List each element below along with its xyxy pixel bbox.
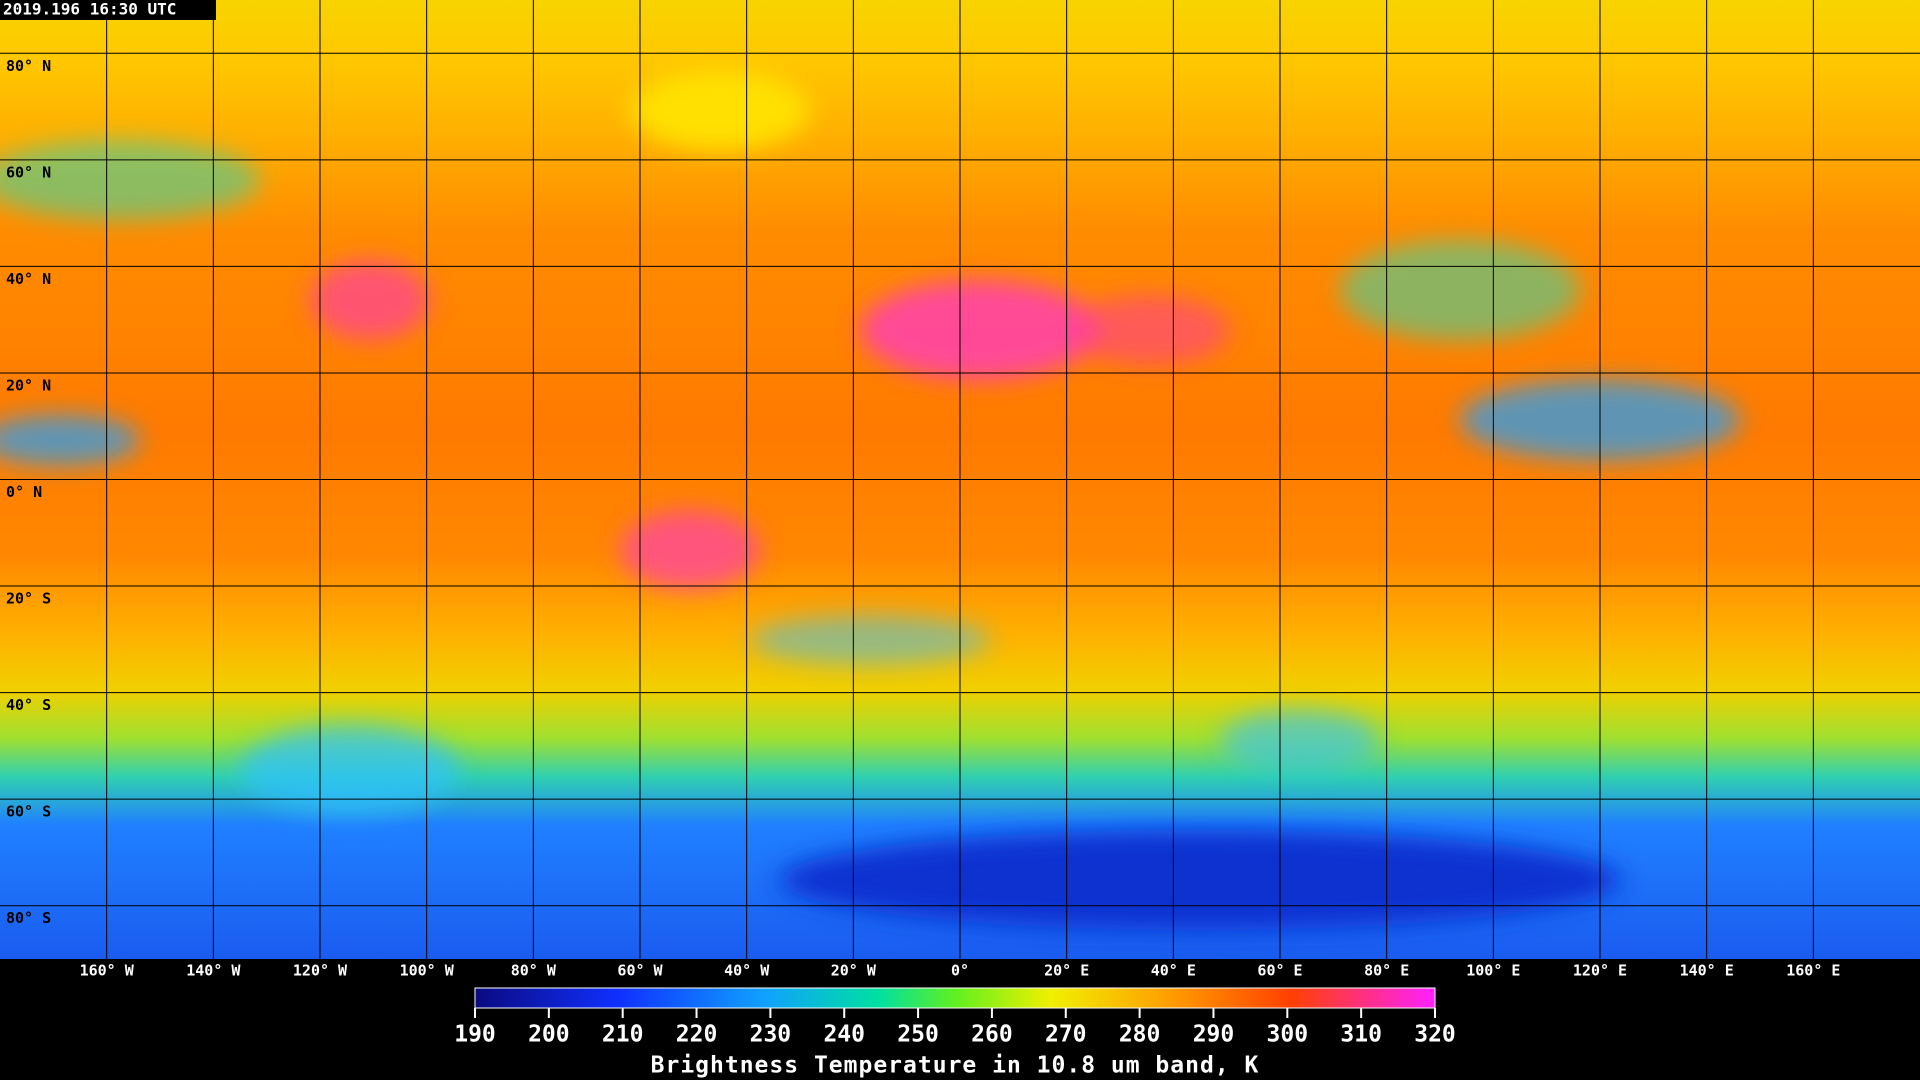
longitude-label: 0°	[951, 962, 969, 980]
colorbar-tick-label: 220	[676, 1022, 718, 1048]
longitude-label: 60° E	[1257, 962, 1302, 980]
longitude-label: 160° W	[80, 962, 135, 980]
longitude-label: 120° E	[1573, 962, 1627, 980]
colorbar-tick-label: 210	[602, 1022, 644, 1048]
colorbar-tick-label: 300	[1267, 1022, 1309, 1048]
colorbar-tick-label: 240	[823, 1022, 865, 1048]
colorbar-title: Brightness Temperature in 10.8 um band, …	[651, 1053, 1260, 1079]
colorbar-tick-label: 190	[454, 1022, 496, 1048]
graticule: 80° N 60° N 40° N 20° N 0° N 20° S 40° S 60° S 8…	[0, 0, 1920, 959]
latitude-label: 0° N	[6, 483, 42, 501]
longitude-label: 100° W	[400, 962, 455, 980]
colorbar-tick-label: 200	[528, 1022, 570, 1048]
imagery-features	[0, 70, 1740, 930]
latitude-label: 60° N	[6, 163, 51, 181]
latitude-label: 40° N	[6, 270, 51, 288]
latitude-label: 80° N	[6, 57, 51, 75]
colorbar-tick-label: 270	[1045, 1022, 1087, 1048]
colorbar-tick-label: 280	[1119, 1022, 1161, 1048]
latitude-label: 20° S	[6, 590, 51, 608]
longitude-label: 20° E	[1044, 962, 1089, 980]
latitude-label: 60° S	[6, 803, 51, 821]
longitude-label: 80° E	[1364, 962, 1409, 980]
longitude-label: 80° W	[511, 962, 557, 980]
longitude-label: 40° W	[724, 962, 770, 980]
latitude-label: 80° S	[6, 909, 51, 927]
longitude-label: 140° E	[1680, 962, 1734, 980]
timestamp: 2019.196 16:30 UTC	[3, 0, 176, 19]
longitude-label: 60° W	[617, 962, 663, 980]
longitude-label: 40° E	[1151, 962, 1196, 980]
colorbar-tick-label: 260	[971, 1022, 1013, 1048]
colorbar	[474, 987, 1436, 1009]
colorbar-tick-label: 290	[1193, 1022, 1235, 1048]
colorbar-tick-label: 310	[1340, 1022, 1382, 1048]
latitude-label: 40° S	[6, 696, 51, 714]
longitude-label: 20° W	[831, 962, 877, 980]
latitude-label: 20° N	[6, 376, 51, 394]
colorbar-tick-label: 250	[897, 1022, 939, 1048]
longitude-label: 140° W	[186, 962, 241, 980]
longitude-label: 100° E	[1466, 962, 1520, 980]
timestamp-box	[0, 0, 216, 20]
colorbar-tick-label: 320	[1414, 1022, 1456, 1048]
longitude-label: 160° E	[1786, 962, 1840, 980]
longitude-label: 120° W	[293, 962, 348, 980]
colorbar-tick-label: 230	[750, 1022, 792, 1048]
